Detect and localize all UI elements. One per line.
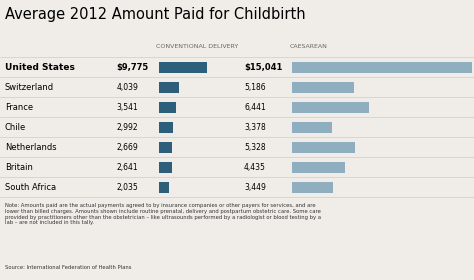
Text: CONVENTIONAL DELIVERY: CONVENTIONAL DELIVERY	[156, 44, 239, 49]
Text: 5,328: 5,328	[244, 143, 266, 152]
Bar	[159, 142, 172, 153]
Text: Netherlands: Netherlands	[5, 143, 56, 152]
Bar	[159, 62, 207, 73]
Text: Switzerland: Switzerland	[5, 83, 54, 92]
Text: 5,186: 5,186	[244, 83, 266, 92]
Bar	[159, 182, 169, 193]
Text: 2,669: 2,669	[116, 143, 138, 152]
Bar	[292, 162, 345, 172]
Bar	[292, 182, 333, 193]
Text: 4,435: 4,435	[244, 163, 266, 172]
Text: 6,441: 6,441	[244, 103, 266, 112]
Text: CAESAREAN: CAESAREAN	[289, 44, 327, 49]
Text: $9,775: $9,775	[116, 63, 148, 72]
Bar	[159, 82, 179, 93]
Bar	[292, 122, 332, 133]
Text: 2,641: 2,641	[116, 163, 138, 172]
Bar	[292, 82, 354, 93]
Text: Source: International Federation of Health Plans: Source: International Federation of Heal…	[5, 265, 131, 270]
Bar	[159, 162, 172, 172]
Text: 2,035: 2,035	[116, 183, 138, 192]
Text: 3,541: 3,541	[116, 103, 138, 112]
Text: $15,041: $15,041	[244, 63, 283, 72]
Text: Average 2012 Amount Paid for Childbirth: Average 2012 Amount Paid for Childbirth	[5, 7, 305, 22]
Bar	[159, 102, 176, 113]
Text: United States: United States	[5, 63, 74, 72]
Text: South Africa: South Africa	[5, 183, 56, 192]
Bar	[292, 62, 472, 73]
Text: Britain: Britain	[5, 163, 33, 172]
Bar	[292, 102, 369, 113]
Bar	[292, 142, 356, 153]
Text: 2,992: 2,992	[116, 123, 138, 132]
Text: Note: Amounts paid are the actual payments agreed to by insurance companies or o: Note: Amounts paid are the actual paymen…	[5, 203, 321, 225]
Text: 3,449: 3,449	[244, 183, 266, 192]
Text: 4,039: 4,039	[116, 83, 138, 92]
Text: Chile: Chile	[5, 123, 26, 132]
Text: France: France	[5, 103, 33, 112]
Text: 3,378: 3,378	[244, 123, 266, 132]
Bar	[159, 122, 173, 133]
